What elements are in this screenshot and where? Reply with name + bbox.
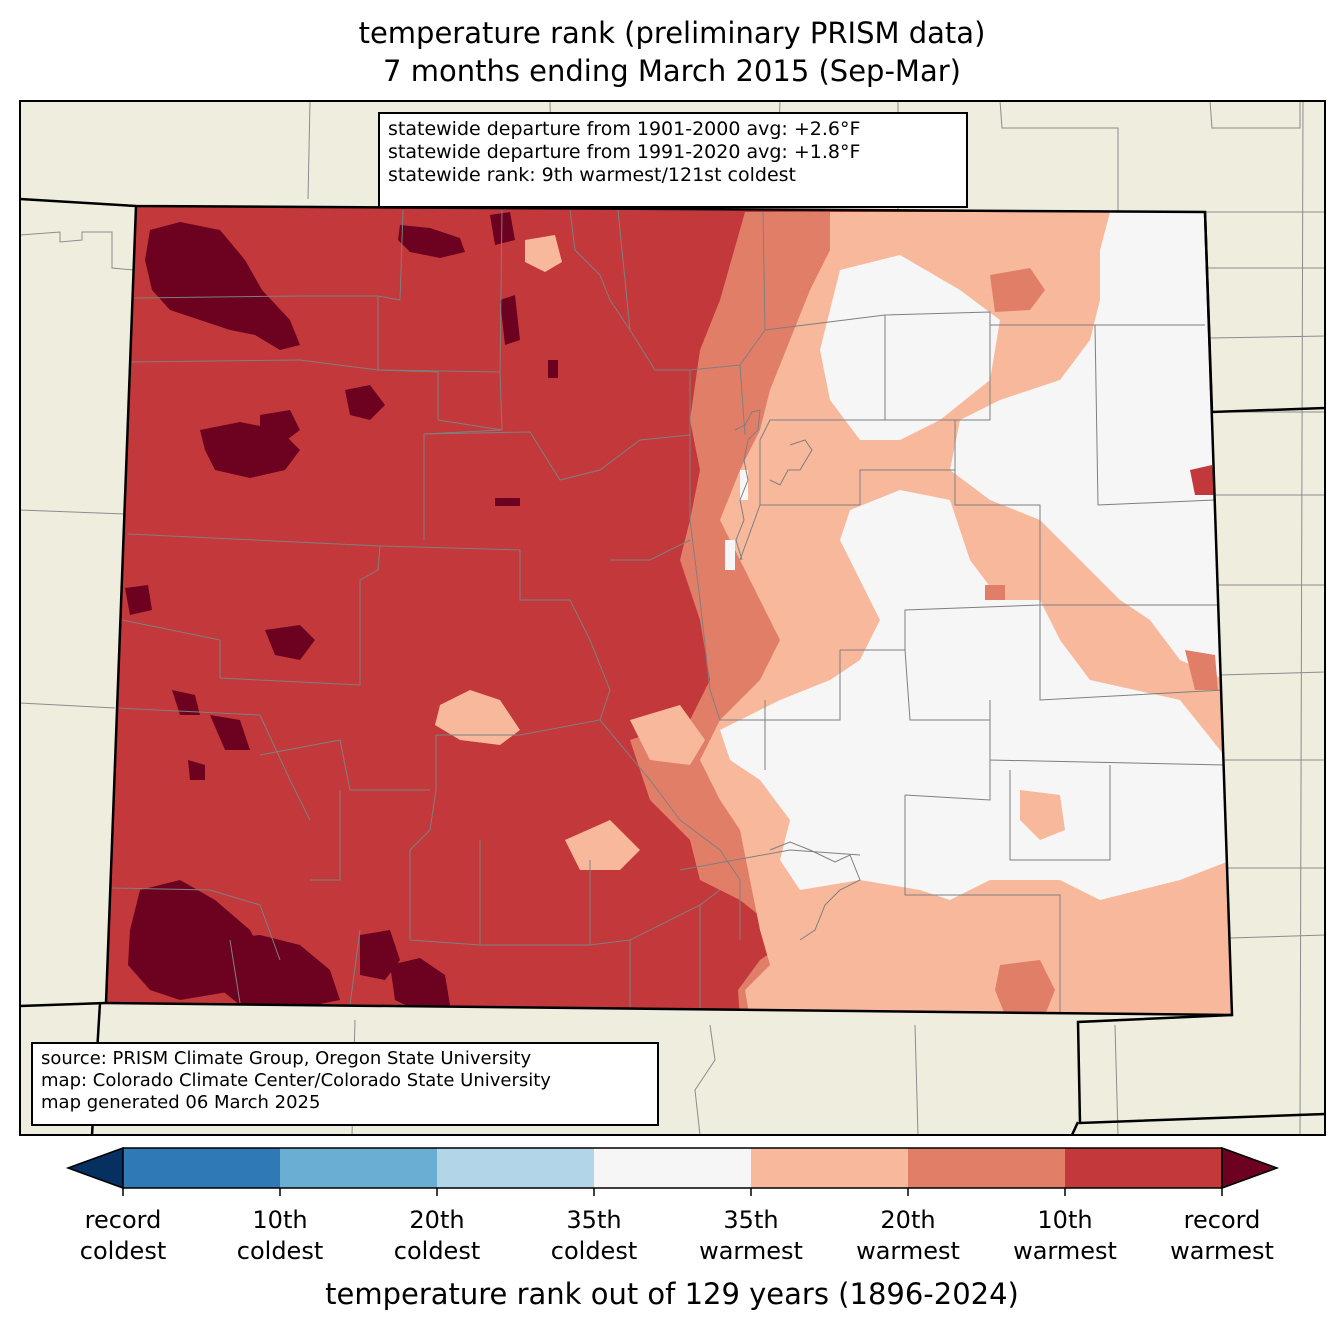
source-line: source: PRISM Climate Group, Oregon Stat… [41,1048,532,1069]
tick-label-line1: 35th [723,1206,779,1234]
colorbar-bin-10th-to-20th-coldest [280,1148,437,1188]
map-credit-line: map: Colorado Climate Center/Colorado St… [41,1070,551,1091]
map-title-line-1: temperature rank (preliminary PRISM data… [358,16,986,50]
colorbar-tick-label-record-coldest: record coldest [48,1205,198,1267]
colorbar-tick-label-20th-coldest: 20th coldest [362,1205,512,1267]
colorbar-axis-label: temperature rank out of 129 years (1896-… [325,1277,1019,1311]
tick-label-line1: 20th [409,1206,465,1234]
colorbar-bin-20th-to-10th-warmest [908,1148,1065,1188]
temperature-rank-field [106,206,1232,1015]
colorbar-extend-record-warmest [1221,1146,1280,1190]
tick-label-line1: 10th [252,1206,308,1234]
near-normal-area [720,212,1232,900]
tick-label-line2: coldest [393,1237,481,1265]
colorbar-tick-label-10th-warmest: 10th warmest [990,1205,1140,1267]
colorbar-tick-label-record-warmest: record warmest [1147,1205,1297,1267]
colorbar-bin-20th-to-35th-coldest [437,1148,594,1188]
map-frame [19,100,1326,1136]
colorbar-extend-record-coldest [65,1146,124,1190]
tick-label-line2: warmest [1013,1237,1117,1265]
colorbar-bin-normal [594,1148,751,1188]
rank-10th-warmest-patch-east [1190,465,1215,495]
tick-label-line1: record [1183,1206,1261,1234]
tick-label-line2: warmest [699,1237,803,1265]
map-title-line-2: 7 months ending March 2015 (Sep-Mar) [383,54,961,88]
tick-label-line1: 10th [1037,1206,1093,1234]
stats-departure-1901-2000: statewide departure from 1901-2000 avg: … [388,118,861,140]
map-generated-date: map generated 06 March 2025 [41,1092,321,1113]
tick-label-line1: 35th [566,1206,622,1234]
rank-35th-warmest-patch-west [435,235,705,870]
stats-departure-1991-2020: statewide departure from 1991-2020 avg: … [388,141,861,163]
colorbar-tick-label-35th-warmest: 35th warmest [676,1205,826,1267]
colorbar-bin-35th-to-20th-warmest [751,1148,908,1188]
tick-label-line2: coldest [236,1237,324,1265]
county-boundaries [111,209,1226,1015]
tick-label-line2: warmest [1170,1237,1274,1265]
colorbar-tick-label-35th-coldest: 35th coldest [519,1205,669,1267]
front-range-county-line [734,409,813,561]
colorbar [65,1146,1280,1196]
colorbar-tick-label-20th-warmest: 20th warmest [833,1205,983,1267]
colorbar-ticks [122,1188,1223,1196]
source-credits-box: source: PRISM Climate Group, Oregon Stat… [31,1042,659,1126]
colorbar-bin-record-to-10th-coldest [123,1148,280,1188]
record-warmest-area [125,212,558,1012]
tick-label-line2: coldest [550,1237,638,1265]
statewide-stats-box: statewide departure from 1901-2000 avg: … [378,112,968,208]
pueblo-county-line [769,841,861,941]
colorbar-bin-10th-to-record-warmest [1065,1148,1222,1188]
tick-label-line2: coldest [79,1237,167,1265]
stats-statewide-rank: statewide rank: 9th warmest/121st coldes… [388,164,797,186]
colorbar-outline [122,1147,1223,1189]
tick-label-line1: record [84,1206,162,1234]
tick-label-line2: warmest [856,1237,960,1265]
state-borders [20,197,1325,1135]
colorbar-tick-label-10th-coldest: 10th coldest [205,1205,355,1267]
tick-label-line1: 20th [880,1206,936,1234]
